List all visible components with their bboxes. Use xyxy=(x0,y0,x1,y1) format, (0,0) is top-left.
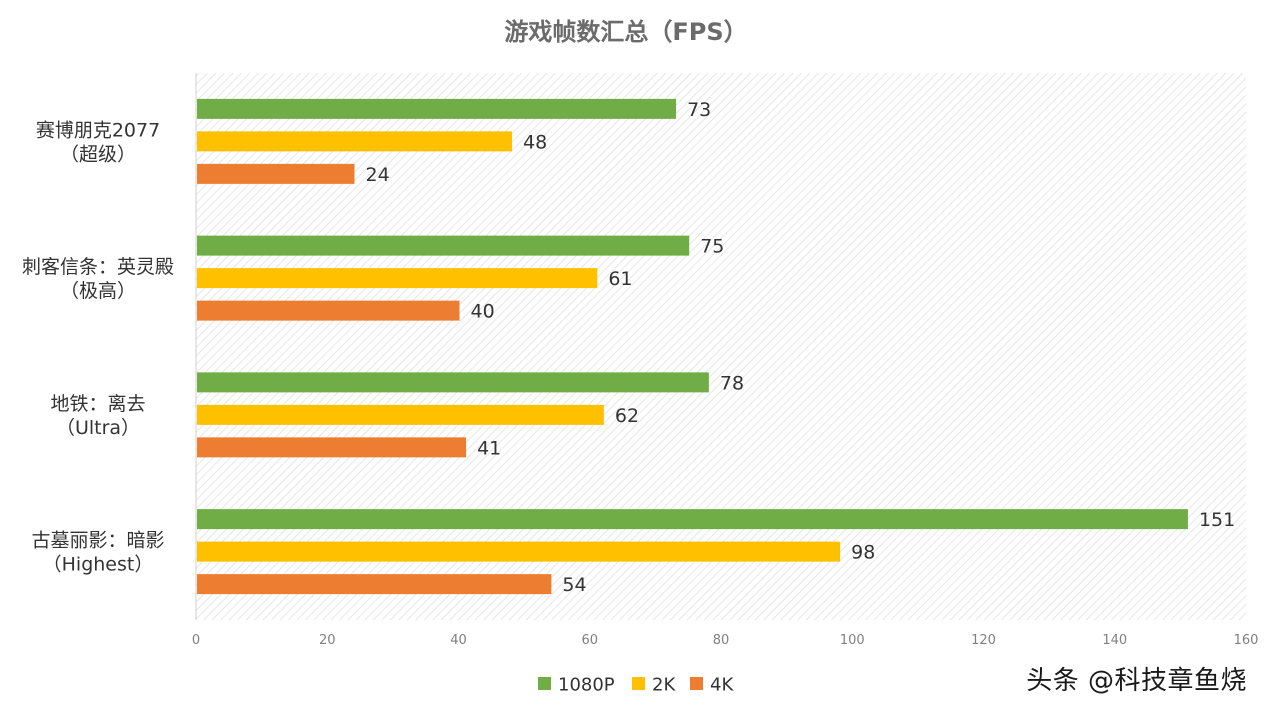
bar-1080p-1 xyxy=(197,98,677,119)
bar-4k-1 xyxy=(197,163,355,184)
category-label: （Highest） xyxy=(43,554,154,576)
bar-4k-3 xyxy=(197,437,467,458)
x-tick-label: 20 xyxy=(319,633,336,648)
data-label: 24 xyxy=(366,164,390,186)
category-label: （极高） xyxy=(60,280,136,302)
data-label: 40 xyxy=(471,301,495,323)
x-tick-label: 100 xyxy=(840,633,865,648)
data-label: 98 xyxy=(851,542,875,564)
category-label: （Ultra） xyxy=(56,417,140,439)
data-label: 151 xyxy=(1199,509,1235,531)
bar-4k-2 xyxy=(197,300,460,321)
category-label: 刺客信条：英灵殿 xyxy=(22,256,174,278)
chart-title: 游戏帧数汇总（FPS） xyxy=(504,18,747,46)
bar-4k-4 xyxy=(197,574,552,595)
legend-label: 4K xyxy=(710,675,734,696)
watermark: 头条 @科技章鱼烧 xyxy=(1026,666,1247,696)
legend-swatch-1080p xyxy=(538,677,551,690)
data-label: 41 xyxy=(477,437,501,459)
bar-2k-1 xyxy=(197,131,512,152)
bar-1080p-2 xyxy=(197,235,690,256)
plot-area xyxy=(196,73,1246,620)
bar-1080p-4 xyxy=(197,509,1188,530)
bar-2k-4 xyxy=(197,541,841,562)
data-label: 73 xyxy=(687,99,711,121)
x-tick-label: 60 xyxy=(581,633,598,648)
data-label: 61 xyxy=(608,268,632,290)
x-tick-label: 160 xyxy=(1234,633,1259,648)
data-label: 54 xyxy=(562,574,586,596)
category-label: 赛博朋克2077 xyxy=(36,119,160,141)
category-label: 地铁：离去 xyxy=(50,393,145,415)
legend-swatch-2k xyxy=(632,677,645,690)
x-tick-label: 0 xyxy=(192,633,200,648)
x-tick-label: 140 xyxy=(1102,633,1127,648)
data-label: 48 xyxy=(523,131,547,153)
bar-1080p-3 xyxy=(197,372,709,393)
data-label: 62 xyxy=(615,405,639,427)
category-label: （超级） xyxy=(60,143,136,165)
category-label: 古墓丽影：暗影 xyxy=(31,530,164,552)
data-label: 75 xyxy=(700,236,724,258)
legend-label: 2K xyxy=(652,675,676,696)
legend-swatch-4k xyxy=(690,677,703,690)
x-tick-label: 80 xyxy=(713,633,730,648)
x-tick-label: 40 xyxy=(450,633,467,648)
data-label: 78 xyxy=(720,372,744,394)
bar-2k-2 xyxy=(197,268,598,289)
x-tick-label: 120 xyxy=(971,633,996,648)
bar-2k-3 xyxy=(197,404,604,425)
legend-label: 1080P xyxy=(558,675,615,696)
